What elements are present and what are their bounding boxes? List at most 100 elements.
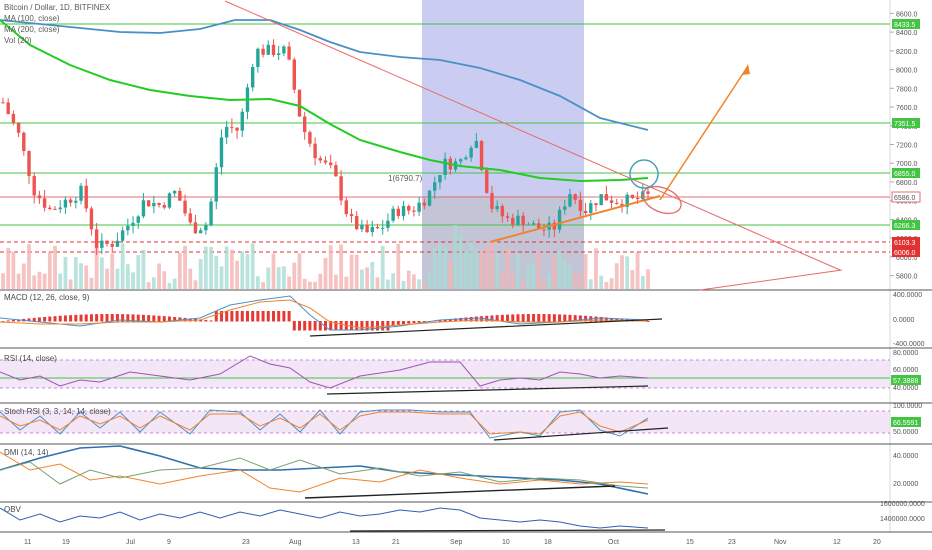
candle-body (531, 223, 536, 225)
obv-pane[interactable]: OBV 1600000.0000 1400000.0000 (0, 501, 925, 532)
badge-8433: 8433.5 (894, 22, 916, 29)
candle-body (162, 205, 166, 208)
candle-body (136, 216, 140, 223)
macd-hist-bar (495, 315, 499, 322)
rsi-line (0, 355, 649, 389)
candle-body (11, 113, 16, 123)
candle-body (401, 205, 406, 216)
volume-bar (16, 273, 21, 289)
volume-bar (68, 279, 73, 289)
macd-hist-bar (136, 314, 140, 322)
volume-bar (354, 254, 359, 289)
candle-body (427, 190, 432, 206)
macd-hist-bar (511, 314, 515, 322)
time-axis[interactable]: 11 19 Jul 9 23 Aug 13 21 Sep 10 18 Oct 15 23 Nov 12 20 (24, 539, 881, 546)
volume-bar (172, 278, 177, 289)
macd-hist-bar (6, 320, 10, 322)
macd-hist-bar (209, 320, 213, 322)
stoch-rsi-pane[interactable]: Stoch RSI (3, 3, 14, 14, close) 100.0000… (0, 403, 922, 441)
macd-hist-bar (474, 316, 478, 322)
volume-bar (271, 253, 276, 289)
macd-hist-bar (407, 321, 411, 324)
volume-bar (521, 280, 526, 289)
volume-bar (99, 257, 104, 289)
candle-body (141, 200, 146, 217)
volume-bar (94, 244, 99, 289)
dmi-title: DMI (14, 14) (4, 448, 49, 457)
volume-bar (438, 243, 442, 289)
volume-bar (245, 254, 250, 289)
candle-body (146, 200, 151, 207)
volume-bar (84, 265, 89, 289)
minus-di (0, 457, 649, 489)
candle-body (433, 182, 437, 191)
candle-body (230, 126, 234, 128)
candle-body (438, 175, 442, 183)
volume-bars (1, 225, 650, 289)
badge-bg (892, 118, 920, 128)
rsi-tick-2: 60.0000 (893, 367, 918, 374)
candle-body (495, 206, 499, 209)
volume-bar (240, 251, 245, 289)
candle-body (256, 48, 260, 67)
time-tick-label: Nov (774, 539, 787, 546)
candle-body (391, 208, 395, 221)
candle-body (58, 207, 62, 210)
candle-body (105, 240, 109, 244)
time-tick-label: Sep (450, 539, 463, 546)
macd-hist-bar (173, 316, 177, 322)
price-annotation: 1(6790.7) (388, 174, 423, 183)
arrow-head (742, 64, 750, 75)
volume-bar (157, 263, 161, 289)
volume-bar (365, 267, 370, 289)
candle-body (479, 140, 484, 171)
time-tick-label: Jul (126, 539, 135, 546)
dmi-pane[interactable]: DMI (14, 14) 40.0000 20.0000 (0, 445, 918, 499)
time-tick-label: 11 (24, 539, 31, 546)
badge-bg (892, 19, 920, 29)
volume-bar (370, 261, 375, 289)
candle-body (594, 203, 598, 206)
volume-bar (401, 280, 406, 289)
candle-body (74, 200, 78, 203)
macd-hist-bar (417, 321, 421, 323)
macd-hist-bar (610, 317, 614, 322)
price-tick-label: 8600.0 (896, 11, 918, 18)
volume-bar (422, 282, 427, 289)
breakout-circle (629, 159, 659, 189)
candle-body (126, 225, 130, 231)
volume-bar (203, 246, 208, 289)
time-tick-label: Aug (289, 539, 302, 546)
candle-body (589, 203, 593, 214)
volume-bar (302, 278, 307, 289)
candle-body (464, 157, 468, 160)
macd-hist-bar (464, 317, 468, 322)
macd-hist-bar (204, 319, 208, 322)
candle-body (323, 160, 328, 163)
macd-hist-bar (552, 314, 556, 322)
rsi-tick-3: 40.0000 (893, 385, 918, 392)
dmi-trendline (304, 485, 616, 499)
candle-body (609, 200, 614, 203)
macd-hist-bar (324, 321, 327, 331)
macd-hist-bar (256, 311, 260, 322)
volume-bar (47, 252, 52, 289)
volume-bar (474, 248, 479, 289)
time-tick-label: 21 (392, 539, 400, 546)
time-tick-label: 23 (242, 539, 250, 546)
volume-bar (578, 273, 583, 289)
macd-title: MACD (12, 26, close, 9) (4, 293, 90, 302)
macd-pane[interactable]: MACD (12, 26, close, 9) 400.0000 0.0000 … (0, 292, 925, 348)
volume-bar (479, 249, 484, 289)
volume-bar (490, 242, 494, 289)
volume-bar (11, 251, 16, 289)
volume-bar (37, 271, 42, 289)
candle-body (84, 185, 88, 209)
macd-hist-bar (360, 321, 364, 331)
candle-body (6, 102, 10, 114)
macd-hist-bar (95, 314, 99, 322)
rsi-pane[interactable]: RSI (14, close) 80.0000 60.0000 40.0000 … (0, 350, 921, 395)
volume-bar (224, 246, 229, 289)
macd-hist-bar (563, 314, 567, 322)
